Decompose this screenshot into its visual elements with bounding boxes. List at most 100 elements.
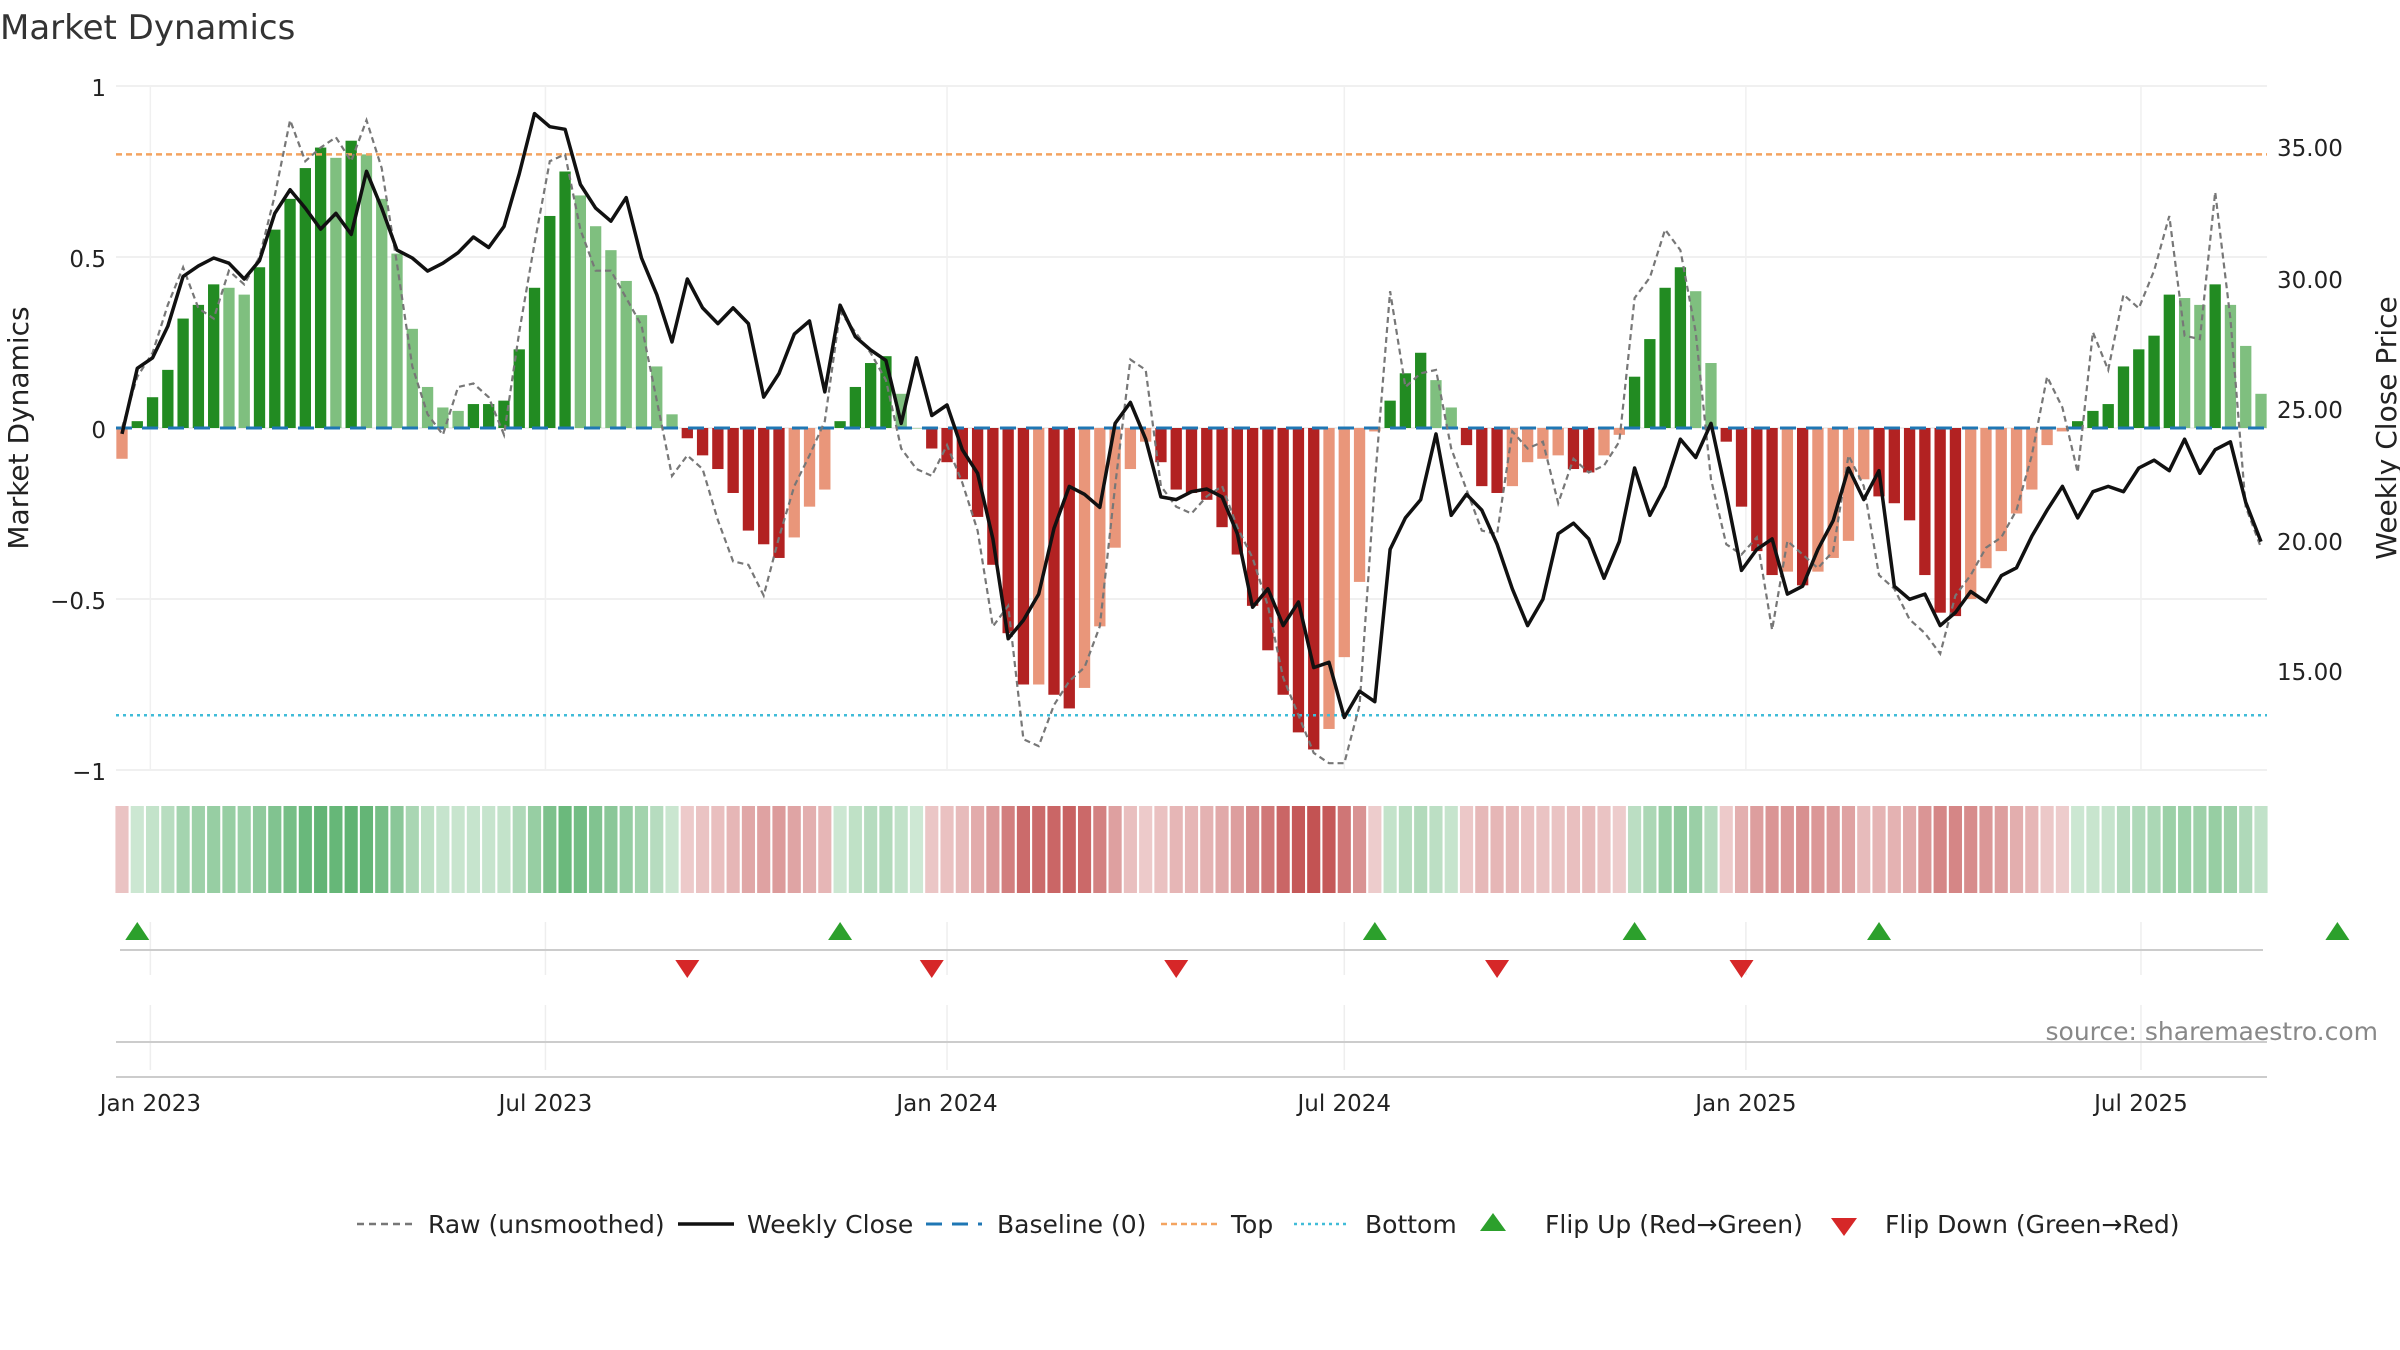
regime-cell xyxy=(222,806,236,893)
dynamics-bars xyxy=(116,140,2267,750)
dynamics-bar xyxy=(666,414,678,428)
dynamics-bar xyxy=(269,229,281,428)
regime-cell xyxy=(589,806,603,893)
regime-cell xyxy=(145,806,160,893)
dynamics-bar xyxy=(1491,428,1503,493)
dynamics-bar xyxy=(1812,428,1824,572)
regime-cell xyxy=(1933,806,1947,893)
regime-cell xyxy=(1612,806,1626,893)
flip-up-marker xyxy=(1362,922,1387,940)
dynamics-bar xyxy=(1017,428,1030,685)
dynamics-bar xyxy=(696,428,709,456)
dynamics-bar xyxy=(513,349,525,428)
regime-cell xyxy=(879,806,893,893)
regime-cell xyxy=(283,806,297,893)
dynamics-bar xyxy=(1919,428,1931,576)
regime-cell xyxy=(833,806,847,893)
regime-cell xyxy=(329,806,343,893)
regime-cell xyxy=(314,806,328,893)
dynamics-bar xyxy=(1216,428,1228,528)
regime-cell xyxy=(1628,806,1642,893)
dynamics-bar xyxy=(681,428,693,439)
regime-cell xyxy=(543,806,557,893)
regime-cell xyxy=(1307,806,1321,893)
dynamics-bar xyxy=(788,428,800,538)
dynamics-bar xyxy=(1583,428,1595,473)
regime-cell xyxy=(619,806,633,893)
regime-cell xyxy=(558,806,572,893)
regime-cell xyxy=(1383,806,1397,893)
regime-cell xyxy=(1658,806,1672,893)
regime-cell xyxy=(405,806,419,893)
dynamics-bar xyxy=(1338,428,1350,658)
dynamics-bar xyxy=(1231,428,1243,555)
regime-cell xyxy=(359,806,374,893)
dynamics-bar xyxy=(162,369,174,428)
regime-cell xyxy=(1719,806,1733,893)
legend-flip-up-label: Flip Up (Red→Green) xyxy=(1545,1210,1803,1239)
regime-cell xyxy=(1704,806,1718,893)
dynamics-bar xyxy=(2240,345,2252,428)
dynamics-bar xyxy=(1644,339,1656,428)
dynamics-bar xyxy=(1598,428,1610,456)
y2-tick-label: 25.00 xyxy=(2277,398,2343,424)
dynamics-bar xyxy=(116,428,128,459)
dynamics-bar xyxy=(1201,428,1213,500)
dynamics-bar xyxy=(284,198,296,428)
flip-down-marker xyxy=(919,960,944,978)
regime-cell xyxy=(512,806,526,893)
regime-cell xyxy=(1521,806,1535,893)
regime-cell xyxy=(864,806,878,893)
dynamics-bar xyxy=(1033,428,1045,685)
dynamics-bar xyxy=(1827,428,1839,558)
regime-cell xyxy=(1918,806,1932,893)
dynamics-bar xyxy=(2087,410,2099,428)
dynamics-bar xyxy=(299,168,311,428)
dynamics-bar xyxy=(1262,428,1274,651)
flip-up-marker xyxy=(1867,922,1892,940)
dynamics-bar xyxy=(1628,376,1641,428)
regime-cell xyxy=(1215,806,1229,893)
regime-cell xyxy=(451,806,465,893)
regime-cell xyxy=(772,806,786,893)
legend-flip-down-label: Flip Down (Green→Red) xyxy=(1885,1210,2180,1239)
dynamics-bar xyxy=(483,404,495,428)
regime-cell xyxy=(344,806,358,893)
y-tick-label: 1 xyxy=(91,76,106,102)
flip-down-marker xyxy=(675,960,700,978)
dynamics-bar xyxy=(1048,428,1060,695)
dynamics-bar xyxy=(1399,373,1412,428)
regime-cell xyxy=(375,806,389,893)
regime-cell xyxy=(2132,806,2146,893)
regime-cell xyxy=(2040,806,2054,893)
regime-cell xyxy=(1566,806,1581,893)
dynamics-bar xyxy=(895,393,907,428)
dynamics-bar xyxy=(987,428,999,565)
regime-cell xyxy=(1964,806,1978,893)
regime-cell xyxy=(298,806,312,893)
dynamics-bar xyxy=(253,267,266,428)
regime-cell xyxy=(237,806,251,893)
regime-cell xyxy=(1093,806,1107,893)
flip-markers xyxy=(120,922,2350,978)
dynamics-bar xyxy=(1460,428,1473,446)
regime-cell xyxy=(1536,806,1550,893)
dynamics-bar xyxy=(1735,428,1748,507)
dynamics-bar xyxy=(2163,294,2175,428)
dynamics-bar xyxy=(1170,428,1182,490)
dynamics-bar xyxy=(2133,349,2145,428)
dynamics-bar xyxy=(391,253,403,428)
dynamics-bar xyxy=(1796,428,1809,586)
y2-tick-label: 20.00 xyxy=(2277,530,2343,556)
x-tick-label: Jan 2023 xyxy=(98,1091,201,1117)
dynamics-bar xyxy=(834,421,846,428)
regime-cell xyxy=(1032,806,1046,893)
regime-cell xyxy=(161,806,175,893)
regime-cell xyxy=(1903,806,1917,893)
dynamics-bar xyxy=(1903,428,1916,521)
dynamics-bar xyxy=(1965,428,1977,599)
dynamics-bar xyxy=(574,195,587,428)
dynamics-bar xyxy=(314,147,327,428)
dynamics-bar xyxy=(2148,335,2160,428)
regime-cell xyxy=(650,806,664,893)
